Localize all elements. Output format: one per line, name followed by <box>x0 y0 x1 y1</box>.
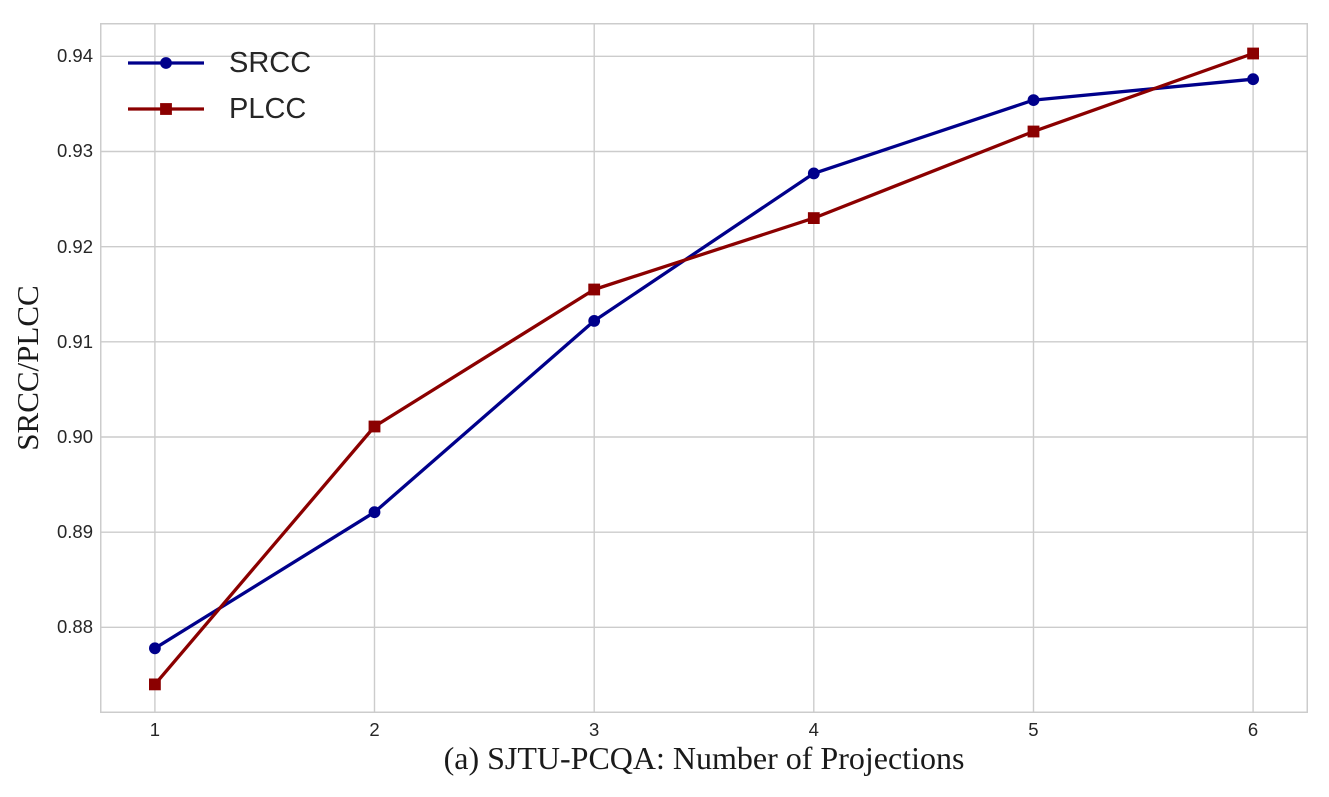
x-tick-label: 5 <box>1028 719 1039 740</box>
x-tick-label: 3 <box>589 719 600 740</box>
legend-label-plcc: PLCC <box>229 92 307 125</box>
y-tick-label: 0.92 <box>56 235 93 257</box>
x-tick-label: 4 <box>808 719 819 740</box>
y-tick-label: 0.90 <box>56 426 93 447</box>
y-tick-label: 0.93 <box>56 140 93 162</box>
plcc-line-marker-icon <box>128 103 204 115</box>
y-tick-label: 0.88 <box>56 616 93 638</box>
legend: SRCC PLCC <box>128 40 311 132</box>
y-tick-label: 0.91 <box>56 330 93 352</box>
x-tick-label: 1 <box>149 719 161 740</box>
legend-item-srcc: SRCC <box>128 40 311 86</box>
x-tick-label: 2 <box>369 719 380 740</box>
plot-area <box>100 23 1308 713</box>
y-tick-label: 0.94 <box>56 45 93 67</box>
legend-label-srcc: SRCC <box>229 46 312 79</box>
srcc-line-marker-icon <box>128 57 204 69</box>
caption: (a) SJTU-PCQA: Number of Projections <box>443 740 965 776</box>
y-tick-label: 0.89 <box>56 521 93 543</box>
legend-item-plcc: PLCC <box>128 86 311 132</box>
x-tick-label: 6 <box>1247 719 1259 740</box>
